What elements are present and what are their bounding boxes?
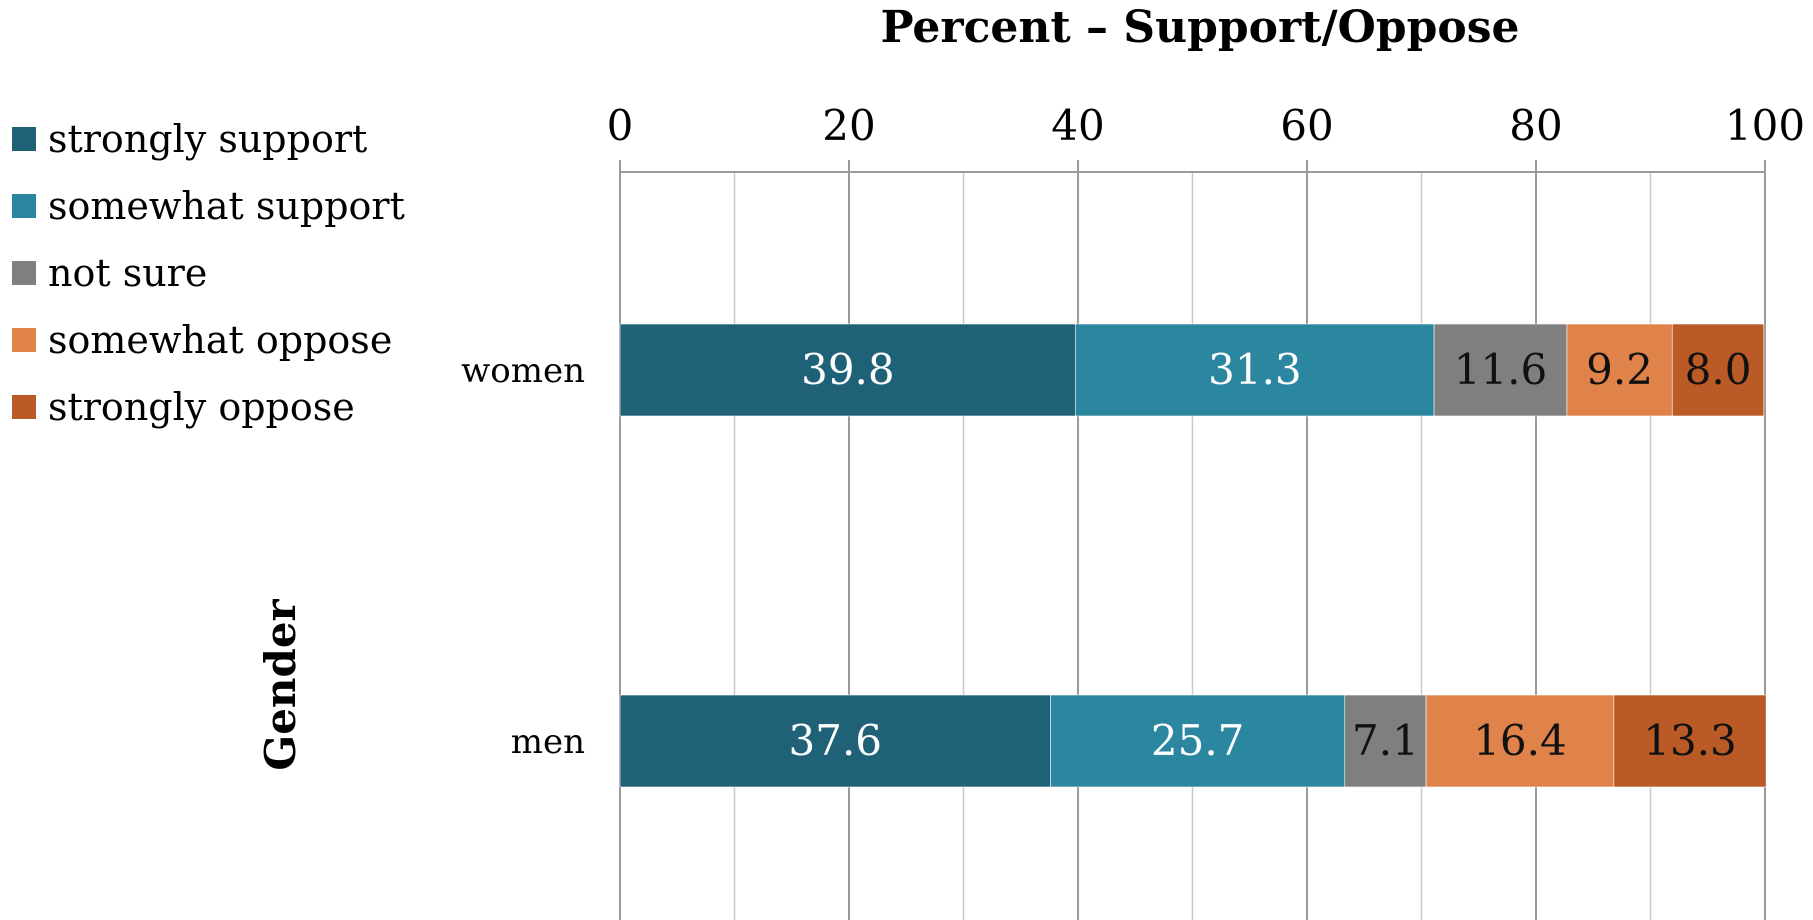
- bar-segment: [1425, 694, 1615, 788]
- data-label: 8.0: [1685, 345, 1752, 394]
- x-tick-label: 80: [1509, 101, 1562, 150]
- legend-swatch: [12, 127, 36, 151]
- data-label: 9.2: [1586, 345, 1653, 394]
- data-labels: 39.8 31.3 11.6 9.2 8.0 37.6 25.7 7.1 16.4 13.3: [789, 345, 1752, 765]
- data-label: 39.8: [801, 345, 895, 394]
- data-label: 11.6: [1454, 345, 1548, 394]
- bar-segment: [619, 323, 1077, 417]
- data-label: 31.3: [1208, 345, 1302, 394]
- data-label: 37.6: [789, 716, 883, 765]
- legend: strongly support somewhat support not sure…: [12, 117, 405, 429]
- grid: [619, 172, 1766, 920]
- legend-label: strongly support: [48, 117, 367, 161]
- data-label: 16.4: [1473, 716, 1567, 765]
- legend-label: not sure: [48, 251, 207, 295]
- data-label: 25.7: [1151, 716, 1245, 765]
- data-label: 7.1: [1352, 716, 1419, 765]
- legend-swatch: [12, 328, 36, 352]
- category-label: women: [461, 351, 585, 391]
- category-label: men: [511, 722, 585, 762]
- bar-segment: [1613, 694, 1767, 788]
- x-tick-label: 60: [1280, 101, 1333, 150]
- bar-segment: [1671, 323, 1765, 417]
- bars: [619, 323, 1767, 788]
- legend-label: somewhat support: [48, 184, 405, 228]
- legend-label: strongly oppose: [48, 385, 355, 429]
- x-tick-label: 100: [1725, 101, 1805, 150]
- x-tick-label: 0: [607, 101, 634, 150]
- bar-segment: [1075, 323, 1435, 417]
- y-axis-label: Gender: [256, 598, 305, 770]
- chart-title: Percent – Support/Oppose: [880, 2, 1519, 53]
- bar-segment: [1344, 694, 1427, 788]
- data-label: 13.3: [1643, 716, 1737, 765]
- bar-segment: [1566, 323, 1673, 417]
- legend-label: somewhat oppose: [48, 318, 392, 362]
- bar-segment: [1050, 694, 1346, 788]
- bar-segment: [1433, 323, 1568, 417]
- legend-swatch: [12, 194, 36, 218]
- legend-swatch: [12, 395, 36, 419]
- x-tick-label: 40: [1051, 101, 1104, 150]
- x-tick-label: 20: [822, 101, 875, 150]
- x-axis: 0 20 40 60 80 100 women men: [461, 101, 1805, 762]
- bar-segment: [619, 694, 1051, 788]
- legend-swatch: [12, 261, 36, 285]
